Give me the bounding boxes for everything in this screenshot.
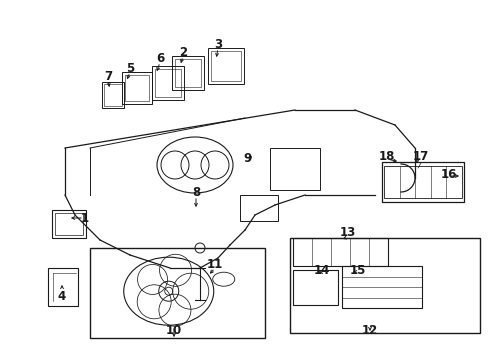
- Text: 13: 13: [339, 226, 355, 239]
- Text: 17: 17: [412, 150, 428, 163]
- Bar: [125, 75, 149, 101]
- Bar: [102, 82, 124, 108]
- Text: 18: 18: [378, 150, 394, 163]
- Bar: [55, 213, 83, 235]
- Text: 3: 3: [214, 37, 222, 50]
- Bar: [292, 270, 337, 305]
- Text: 2: 2: [179, 45, 187, 58]
- Bar: [341, 266, 421, 308]
- Bar: [90, 248, 264, 338]
- Bar: [292, 238, 387, 266]
- Text: 1: 1: [81, 211, 89, 225]
- Text: 12: 12: [361, 324, 377, 337]
- Text: 5: 5: [125, 62, 134, 75]
- Text: 10: 10: [165, 324, 182, 337]
- Text: 9: 9: [243, 152, 251, 165]
- Bar: [52, 210, 86, 238]
- Bar: [207, 48, 244, 84]
- Bar: [269, 148, 319, 190]
- Text: 11: 11: [206, 258, 223, 271]
- Text: 8: 8: [191, 186, 200, 199]
- Bar: [175, 59, 201, 87]
- Bar: [240, 195, 278, 221]
- Text: 16: 16: [440, 168, 456, 181]
- Bar: [155, 69, 181, 97]
- Bar: [210, 51, 241, 81]
- Bar: [104, 84, 122, 106]
- Text: 14: 14: [313, 264, 329, 276]
- Text: 7: 7: [104, 69, 112, 82]
- Bar: [289, 238, 479, 333]
- Bar: [381, 162, 463, 202]
- Bar: [122, 72, 152, 104]
- Bar: [383, 166, 461, 198]
- Bar: [48, 268, 78, 306]
- Bar: [152, 66, 183, 100]
- Bar: [172, 56, 203, 90]
- Text: 4: 4: [58, 289, 66, 302]
- Text: 15: 15: [349, 264, 366, 276]
- Text: 6: 6: [156, 51, 164, 64]
